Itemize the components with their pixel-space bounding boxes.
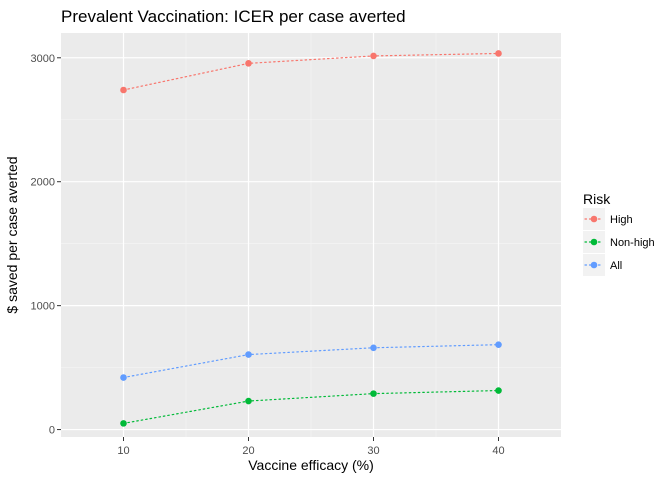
y-tick-label: 2000 <box>31 177 55 189</box>
legend-key-point-non-high <box>590 238 598 246</box>
data-point-all <box>120 374 127 381</box>
x-tick-label: 10 <box>117 445 129 457</box>
chart-title: Prevalent Vaccination: ICER per case ave… <box>61 7 406 26</box>
y-axis-title: $ saved per case averted <box>4 156 20 313</box>
x-tick-label: 20 <box>242 445 254 457</box>
major-gridlines <box>61 33 561 437</box>
y-tick-label: 0 <box>49 425 55 437</box>
legend: Risk High Non-high All <box>583 191 655 276</box>
data-point-high <box>120 86 127 94</box>
x-axis-title: Vaccine efficacy (%) <box>248 457 374 473</box>
series-layer <box>120 50 502 427</box>
legend-label-non-high: Non-high <box>610 237 655 249</box>
legend-key-point-all <box>590 261 598 269</box>
data-point-high <box>370 52 377 60</box>
series-line-non-high <box>122 389 500 424</box>
data-point-non-high <box>495 387 502 394</box>
legend-title: Risk <box>583 191 611 207</box>
legend-label-high: High <box>610 214 633 226</box>
y-tick-label: 3000 <box>31 53 55 65</box>
series-line-all <box>122 344 500 379</box>
data-point-non-high <box>120 420 127 427</box>
x-tick-label: 30 <box>367 445 379 457</box>
data-point-all <box>370 344 377 352</box>
x-tick-label: 40 <box>492 445 504 457</box>
data-point-high <box>245 60 252 67</box>
data-point-non-high <box>370 390 377 397</box>
legend-key-point-high <box>590 215 598 223</box>
legend-label-all: All <box>610 260 622 272</box>
axes: 10 20 30 40 0 1000 2000 3000 <box>31 53 505 457</box>
data-point-all <box>495 341 502 348</box>
minor-gridlines <box>61 33 561 437</box>
data-point-non-high <box>245 397 252 405</box>
data-point-all <box>245 351 252 358</box>
y-tick-label: 1000 <box>31 301 55 313</box>
legend-items: High Non-high All <box>583 208 655 276</box>
data-point-high <box>495 50 502 57</box>
series-line-high <box>122 52 500 91</box>
